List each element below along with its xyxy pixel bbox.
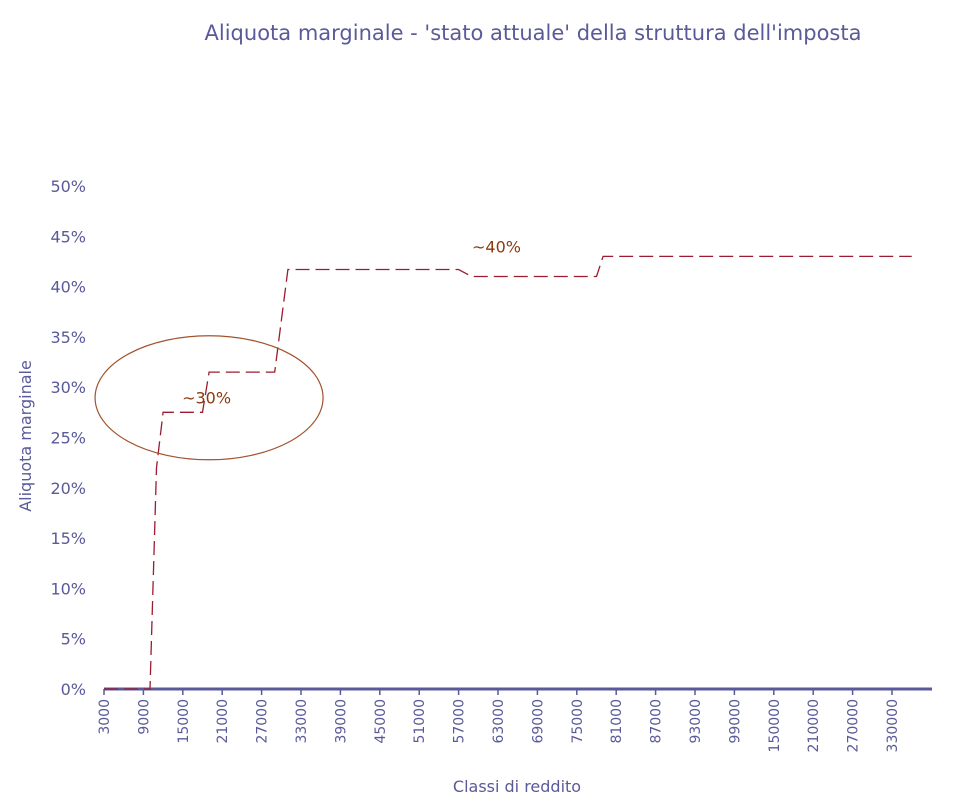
x-tick-label: 3000 xyxy=(97,699,113,735)
x-axis-ticks: 3000 9000 15000 21000 27000 33000 39000 45000 51… xyxy=(97,689,901,752)
x-axis-title: Classi di reddito xyxy=(453,777,581,796)
y-axis-title: Aliquota marginale xyxy=(16,360,35,512)
y-tick-label: 50% xyxy=(50,177,86,196)
annotation-ellipse xyxy=(94,335,324,461)
annotation-label: ~30% xyxy=(182,388,231,407)
x-tick-label: 330000 xyxy=(885,699,901,752)
x-tick-label: 63000 xyxy=(491,699,507,744)
x-tick-label: 33000 xyxy=(294,699,310,744)
x-tick-label: 21000 xyxy=(215,699,231,744)
annotation-layer: ~30% ~40% xyxy=(94,237,521,461)
x-tick-label: 210000 xyxy=(806,699,822,752)
x-tick-label: 57000 xyxy=(452,699,468,744)
y-tick-label: 40% xyxy=(50,278,86,297)
series-layer xyxy=(104,255,912,690)
chart-title: Aliquota marginale - 'stato attuale' del… xyxy=(205,21,862,45)
y-tick-label: 15% xyxy=(50,529,86,548)
y-tick-label: 35% xyxy=(50,328,86,347)
series-line xyxy=(104,255,912,690)
y-tick-label: 10% xyxy=(50,579,86,598)
x-tick-label: 15000 xyxy=(176,699,192,744)
x-tick-label: 81000 xyxy=(609,699,625,744)
x-tick-label: 51000 xyxy=(412,699,428,744)
x-tick-label: 9000 xyxy=(136,699,152,735)
y-tick-label: 0% xyxy=(61,680,86,699)
y-tick-label: 30% xyxy=(50,378,86,397)
x-tick-label: 93000 xyxy=(688,699,704,744)
annotation-label: ~40% xyxy=(472,237,521,256)
x-tick-label: 87000 xyxy=(649,699,665,744)
y-tick-label: 20% xyxy=(50,479,86,498)
x-tick-label: 99000 xyxy=(727,699,743,744)
x-tick-label: 75000 xyxy=(570,699,586,744)
y-tick-label: 5% xyxy=(61,630,86,649)
x-tick-label: 69000 xyxy=(530,699,546,744)
y-axis-ticks: 0% 5% 10% 15% 20% 25% 30% 35% 40% 45% 50% xyxy=(50,177,86,699)
y-tick-label: 45% xyxy=(50,227,86,246)
y-tick-label: 25% xyxy=(50,429,86,448)
x-tick-label: 270000 xyxy=(846,699,862,752)
x-tick-label: 150000 xyxy=(767,699,783,752)
x-tick-label: 39000 xyxy=(333,699,349,744)
x-tick-label: 45000 xyxy=(373,699,389,744)
x-tick-label: 27000 xyxy=(255,699,271,744)
